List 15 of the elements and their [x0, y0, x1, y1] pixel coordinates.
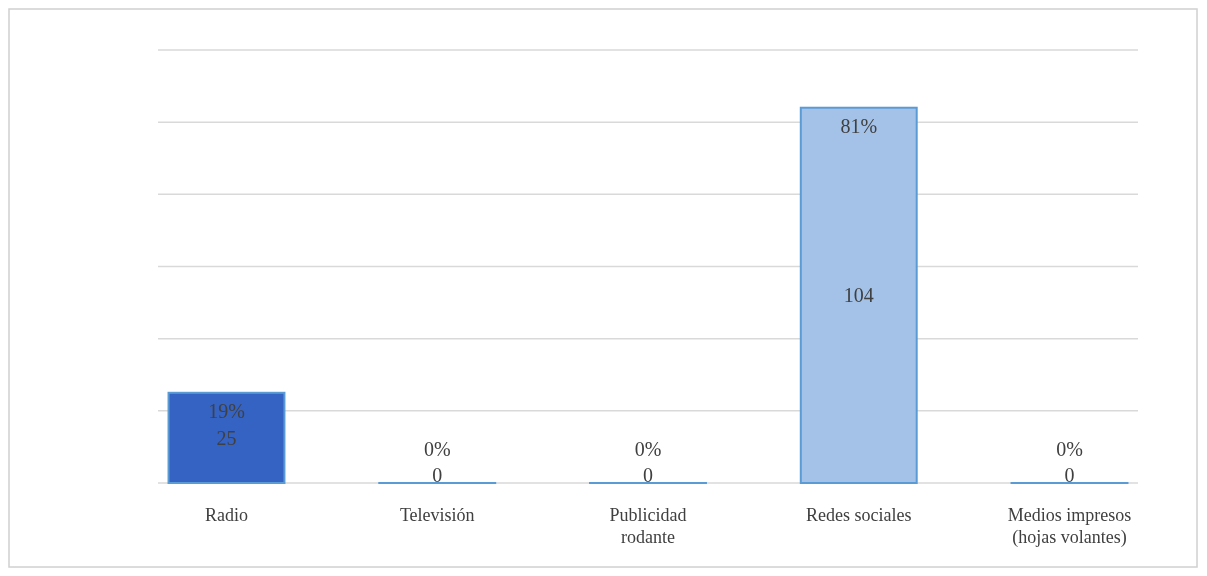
- data-label: 0: [643, 464, 653, 486]
- annotation: 81%: [840, 114, 878, 137]
- annotation: 0%: [423, 438, 451, 460]
- x-tick-label: Radio: [204, 505, 248, 525]
- data-label: 25: [216, 426, 237, 449]
- x-tick-label: Publicidad rodante: [609, 505, 687, 547]
- x-tick-label: Medios impresos (hojas volantes): [1007, 505, 1132, 548]
- x-tick-label: Televisión: [399, 505, 475, 525]
- annotation: 0%: [1056, 438, 1083, 460]
- data-label: 0: [1064, 464, 1075, 486]
- data-label: 104: [843, 284, 874, 307]
- data-label: 0: [432, 464, 443, 486]
- x-tick-label: Redes sociales: [806, 505, 912, 525]
- annotation: 19%: [208, 399, 245, 422]
- annotation: 0%: [634, 438, 662, 460]
